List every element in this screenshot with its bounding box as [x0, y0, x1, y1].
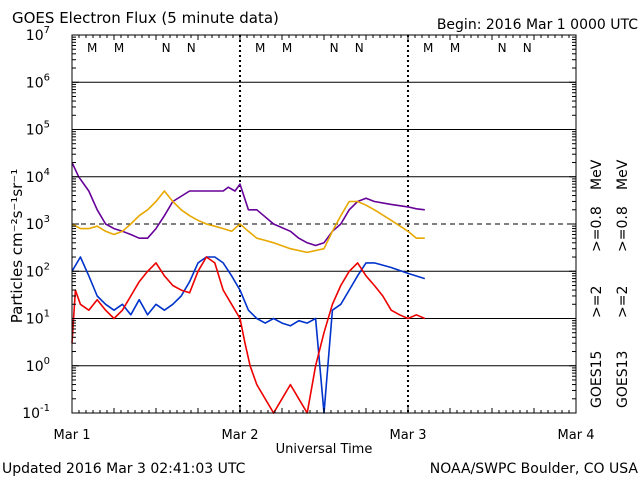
chart-title: GOES Electron Flux (5 minute data) [12, 9, 279, 27]
legend: GOES15 >=2 >=0.8 MeV GOES13 >=2 >=0.8 MeV [589, 159, 631, 408]
series-line [71, 256, 426, 414]
series-line [71, 190, 425, 254]
y-axis-label: Particles cm⁻²s⁻¹sr⁻¹ [8, 169, 26, 323]
y-tick-exponent: 6 [44, 72, 50, 83]
noon-marker-label: M [87, 41, 97, 55]
noon-marker-label: N [355, 41, 364, 55]
noon-marker-label: N [330, 41, 339, 55]
y-tick-exponent: 1 [44, 309, 50, 320]
x-axis-label: Universal Time [276, 442, 373, 457]
legend-entry-label: >=2 [589, 286, 605, 318]
data-series [71, 162, 426, 414]
legend-entry-label: >=0.8 [615, 206, 631, 252]
y-tick-exponent: 2 [44, 261, 50, 272]
noon-marker-label: N [162, 41, 171, 55]
grid-lines [72, 35, 576, 413]
y-tick-exponent: 3 [44, 214, 50, 225]
noon-marker-label: M [255, 41, 265, 55]
updated-timestamp: Updated 2016 Mar 3 02:41:03 UTC [2, 461, 246, 477]
x-tick-label: Mar 2 [222, 428, 259, 443]
noon-marker-label: N [498, 41, 507, 55]
noon-marker-label: M [282, 41, 292, 55]
legend-entry-label: >=0.8 [589, 206, 605, 252]
y-tick-exponent: 5 [44, 120, 50, 131]
noon-marker-label: M [114, 41, 124, 55]
y-tick-exponent: 0 [44, 356, 50, 367]
noon-marker-label: M [450, 41, 460, 55]
legend-satellite-label: GOES13 [615, 351, 631, 408]
legend-unit-label: MeV [589, 159, 605, 190]
noon-marker-label: N [187, 41, 196, 55]
legend-satellite-label: GOES15 [589, 351, 605, 408]
x-axis-ticks: Mar 1 Mar 2 Mar 3 Mar 4 [54, 35, 595, 443]
x-tick-label: Mar 4 [558, 428, 595, 443]
x-tick-label: Mar 3 [390, 428, 427, 443]
y-tick-exponent: 7 [44, 25, 50, 36]
legend-entry-label: >=2 [615, 286, 631, 318]
y-tick-exponent: 4 [44, 167, 50, 178]
legend-unit-label: MeV [615, 159, 631, 190]
y-tick-exponent: -1 [40, 403, 50, 414]
noon-marker-label: M [423, 41, 433, 55]
noon-marker-label: N [523, 41, 532, 55]
credit-label: NOAA/SWPC Boulder, CO USA [430, 461, 639, 477]
begin-time-label: Begin: 2016 Mar 1 0000 UTC [437, 17, 638, 33]
series-line [71, 256, 426, 414]
x-tick-label: Mar 1 [54, 428, 91, 443]
